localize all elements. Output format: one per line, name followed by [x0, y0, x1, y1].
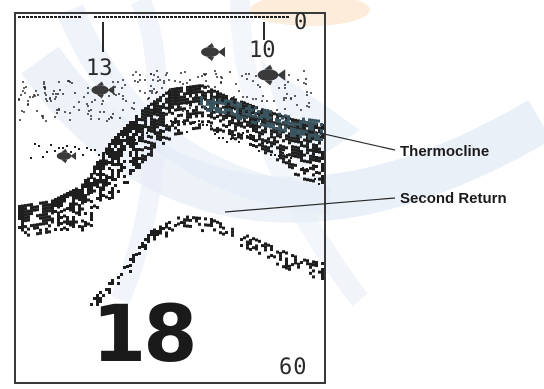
- depth-scale-bottom: 60: [279, 355, 308, 380]
- fish-icon: [91, 81, 115, 99]
- fish-icon: [257, 64, 286, 86]
- fish-depth-tick: [102, 22, 104, 52]
- thermocline-label: Thermocline: [400, 143, 490, 160]
- depth-readout: 18: [92, 290, 198, 380]
- fish-depth-tick: [263, 22, 265, 40]
- depth-unit: ft: [177, 305, 190, 325]
- surface-line: [18, 16, 289, 18]
- second-return-echo: [90, 215, 324, 306]
- second-return-pointer: [224, 197, 396, 213]
- thermocline-pointer: [239, 114, 396, 151]
- thermocline-band: [200, 96, 323, 141]
- fish-icon: [201, 43, 225, 61]
- second-return-label: Second Return: [400, 190, 507, 207]
- fish-depth-label: 10: [249, 38, 276, 63]
- bottom-echo: [18, 84, 324, 237]
- depth-scale-top: 0: [294, 10, 308, 35]
- fish-icon: [56, 148, 76, 164]
- fish-depth-label: 13: [86, 56, 113, 81]
- echo-trails: [30, 118, 320, 185]
